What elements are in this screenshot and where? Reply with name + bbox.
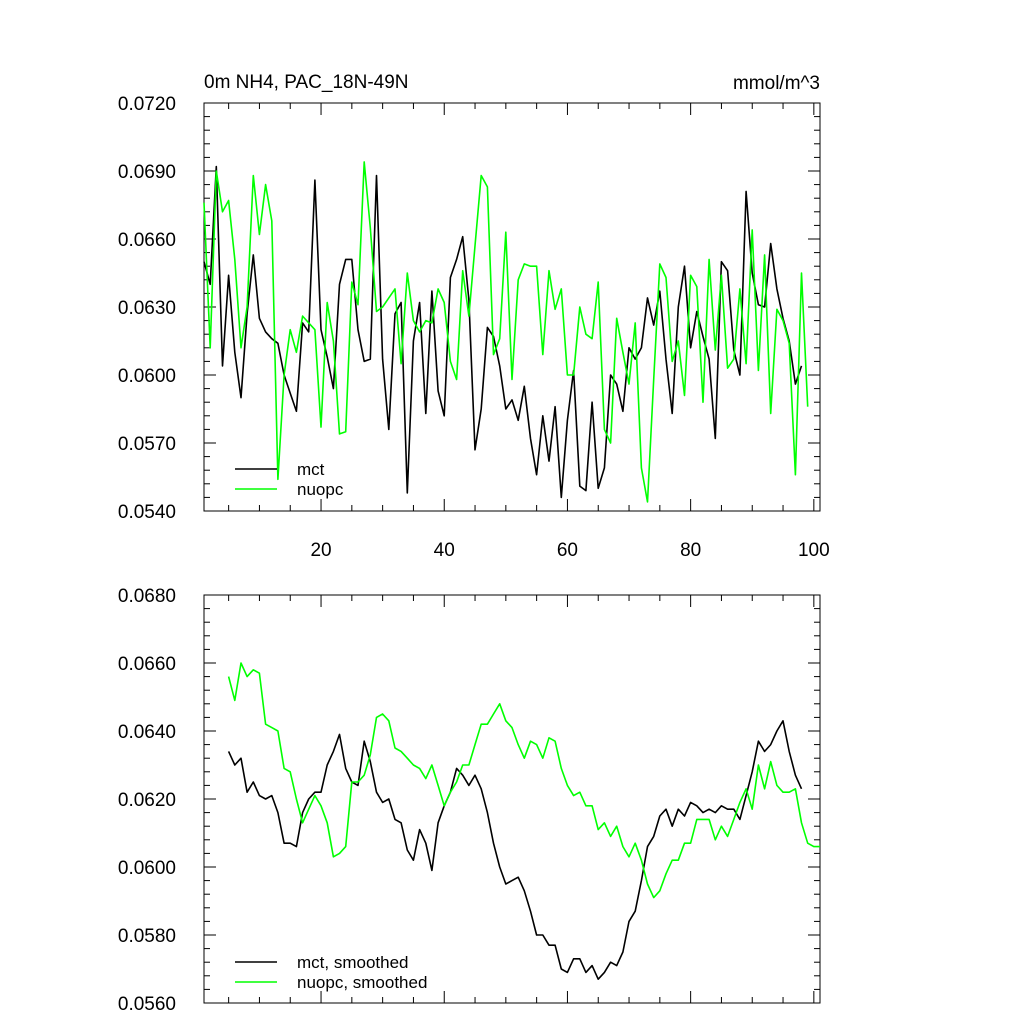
series-line-nuopc bbox=[227, 662, 820, 899]
x-tick-label: 40 bbox=[434, 540, 455, 561]
y-tick-label: 0.0640 bbox=[118, 722, 176, 743]
series-line-mct bbox=[227, 719, 803, 981]
top-panel: 0.0720 0.0690 0.0660 0.0630 0.0600 0.0570 0.05… bbox=[118, 72, 830, 561]
x-tick-label: 100 bbox=[798, 540, 830, 561]
y-tick-label: 0.0560 bbox=[118, 994, 176, 1015]
y-tick-label: 0.0600 bbox=[118, 858, 176, 879]
x-tick-label: 60 bbox=[557, 540, 578, 561]
y-tick-label: 0.0630 bbox=[118, 298, 176, 319]
y-tick-label: 0.0580 bbox=[118, 926, 176, 947]
y-tick-label: 0.0540 bbox=[118, 502, 176, 523]
chart-title: 0m NH4, PAC_18N-49N bbox=[204, 72, 409, 93]
series-line-nuopc bbox=[203, 161, 809, 503]
legend-label: mct, smoothed bbox=[297, 953, 409, 972]
bottom-panel: 0.0680 0.0660 0.0640 0.0620 0.0600 0.0580 0.05… bbox=[118, 586, 821, 1015]
y-tick-label: 0.0660 bbox=[118, 654, 176, 675]
units-label: mmol/m^3 bbox=[733, 73, 820, 94]
legend-label: nuopc, smoothed bbox=[297, 973, 427, 992]
y-tick-label: 0.0680 bbox=[118, 586, 176, 607]
y-tick-label: 0.0690 bbox=[118, 162, 176, 183]
y-tick-label: 0.0600 bbox=[118, 366, 176, 387]
x-tick-label: 80 bbox=[680, 540, 701, 561]
y-tick-label: 0.0660 bbox=[118, 230, 176, 251]
x-tick-label: 20 bbox=[310, 540, 331, 561]
y-tick-label: 0.0620 bbox=[118, 790, 176, 811]
plot-frame bbox=[203, 102, 821, 512]
series-line-mct bbox=[203, 165, 803, 499]
y-tick-label: 0.0720 bbox=[118, 94, 176, 115]
legend-label: mct bbox=[297, 460, 325, 479]
legend-label: nuopc bbox=[297, 480, 344, 499]
axis-ticks bbox=[204, 594, 820, 1004]
y-tick-label: 0.0570 bbox=[118, 434, 176, 455]
axis-ticks bbox=[204, 102, 820, 512]
